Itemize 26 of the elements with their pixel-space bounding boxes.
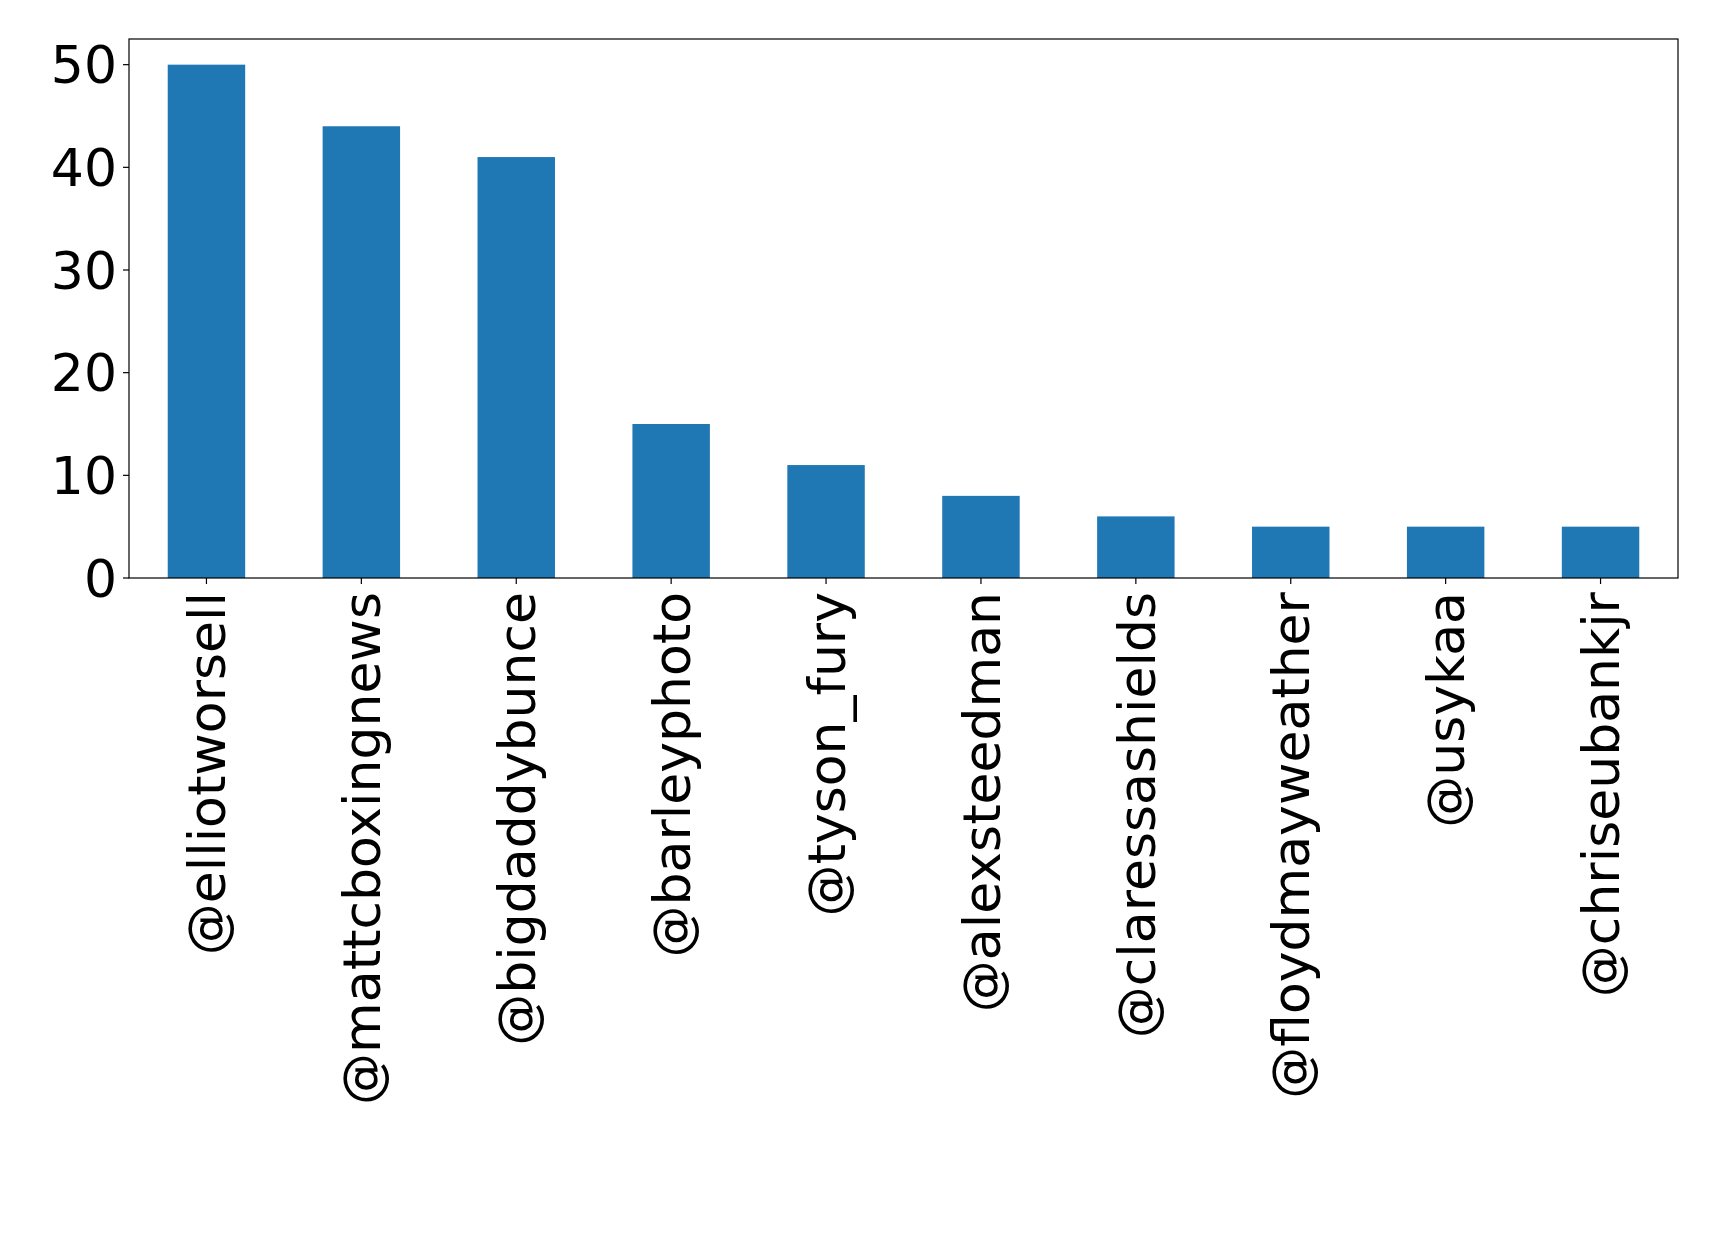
y-tick-label: 10 bbox=[50, 446, 117, 507]
bar bbox=[1406, 526, 1485, 578]
y-tick-label: 20 bbox=[50, 343, 117, 404]
bar bbox=[1561, 526, 1640, 578]
y-tick-label: 30 bbox=[50, 240, 117, 301]
x-tick-label: @floydmayweather bbox=[1261, 591, 1322, 1099]
y-tick-label: 40 bbox=[50, 138, 117, 199]
y-tick-label: 50 bbox=[50, 35, 117, 96]
y-tick-label: 0 bbox=[83, 548, 117, 609]
x-tick-label: @elliotworsell bbox=[177, 592, 238, 956]
x-tick-label: @usykaa bbox=[1416, 592, 1477, 828]
bar bbox=[1097, 516, 1175, 578]
x-tick-label: @alexsteedman bbox=[951, 592, 1012, 1013]
x-tick-label: @tyson_fury bbox=[796, 592, 857, 917]
bar bbox=[477, 157, 555, 578]
x-tick-label: @barleyphoto bbox=[641, 592, 702, 958]
bar bbox=[942, 495, 1020, 578]
x-tick-label: @claressashields bbox=[1106, 592, 1167, 1039]
x-tick-label: @mattcboxingnews bbox=[332, 592, 393, 1105]
bar bbox=[787, 465, 865, 578]
bar bbox=[632, 424, 710, 578]
bar bbox=[322, 126, 401, 578]
x-tick-label: @bigdaddybunce bbox=[486, 592, 547, 1046]
bar bbox=[1252, 526, 1330, 578]
x-tick-label: @chriseubankjr bbox=[1571, 591, 1632, 998]
bar bbox=[167, 64, 246, 578]
